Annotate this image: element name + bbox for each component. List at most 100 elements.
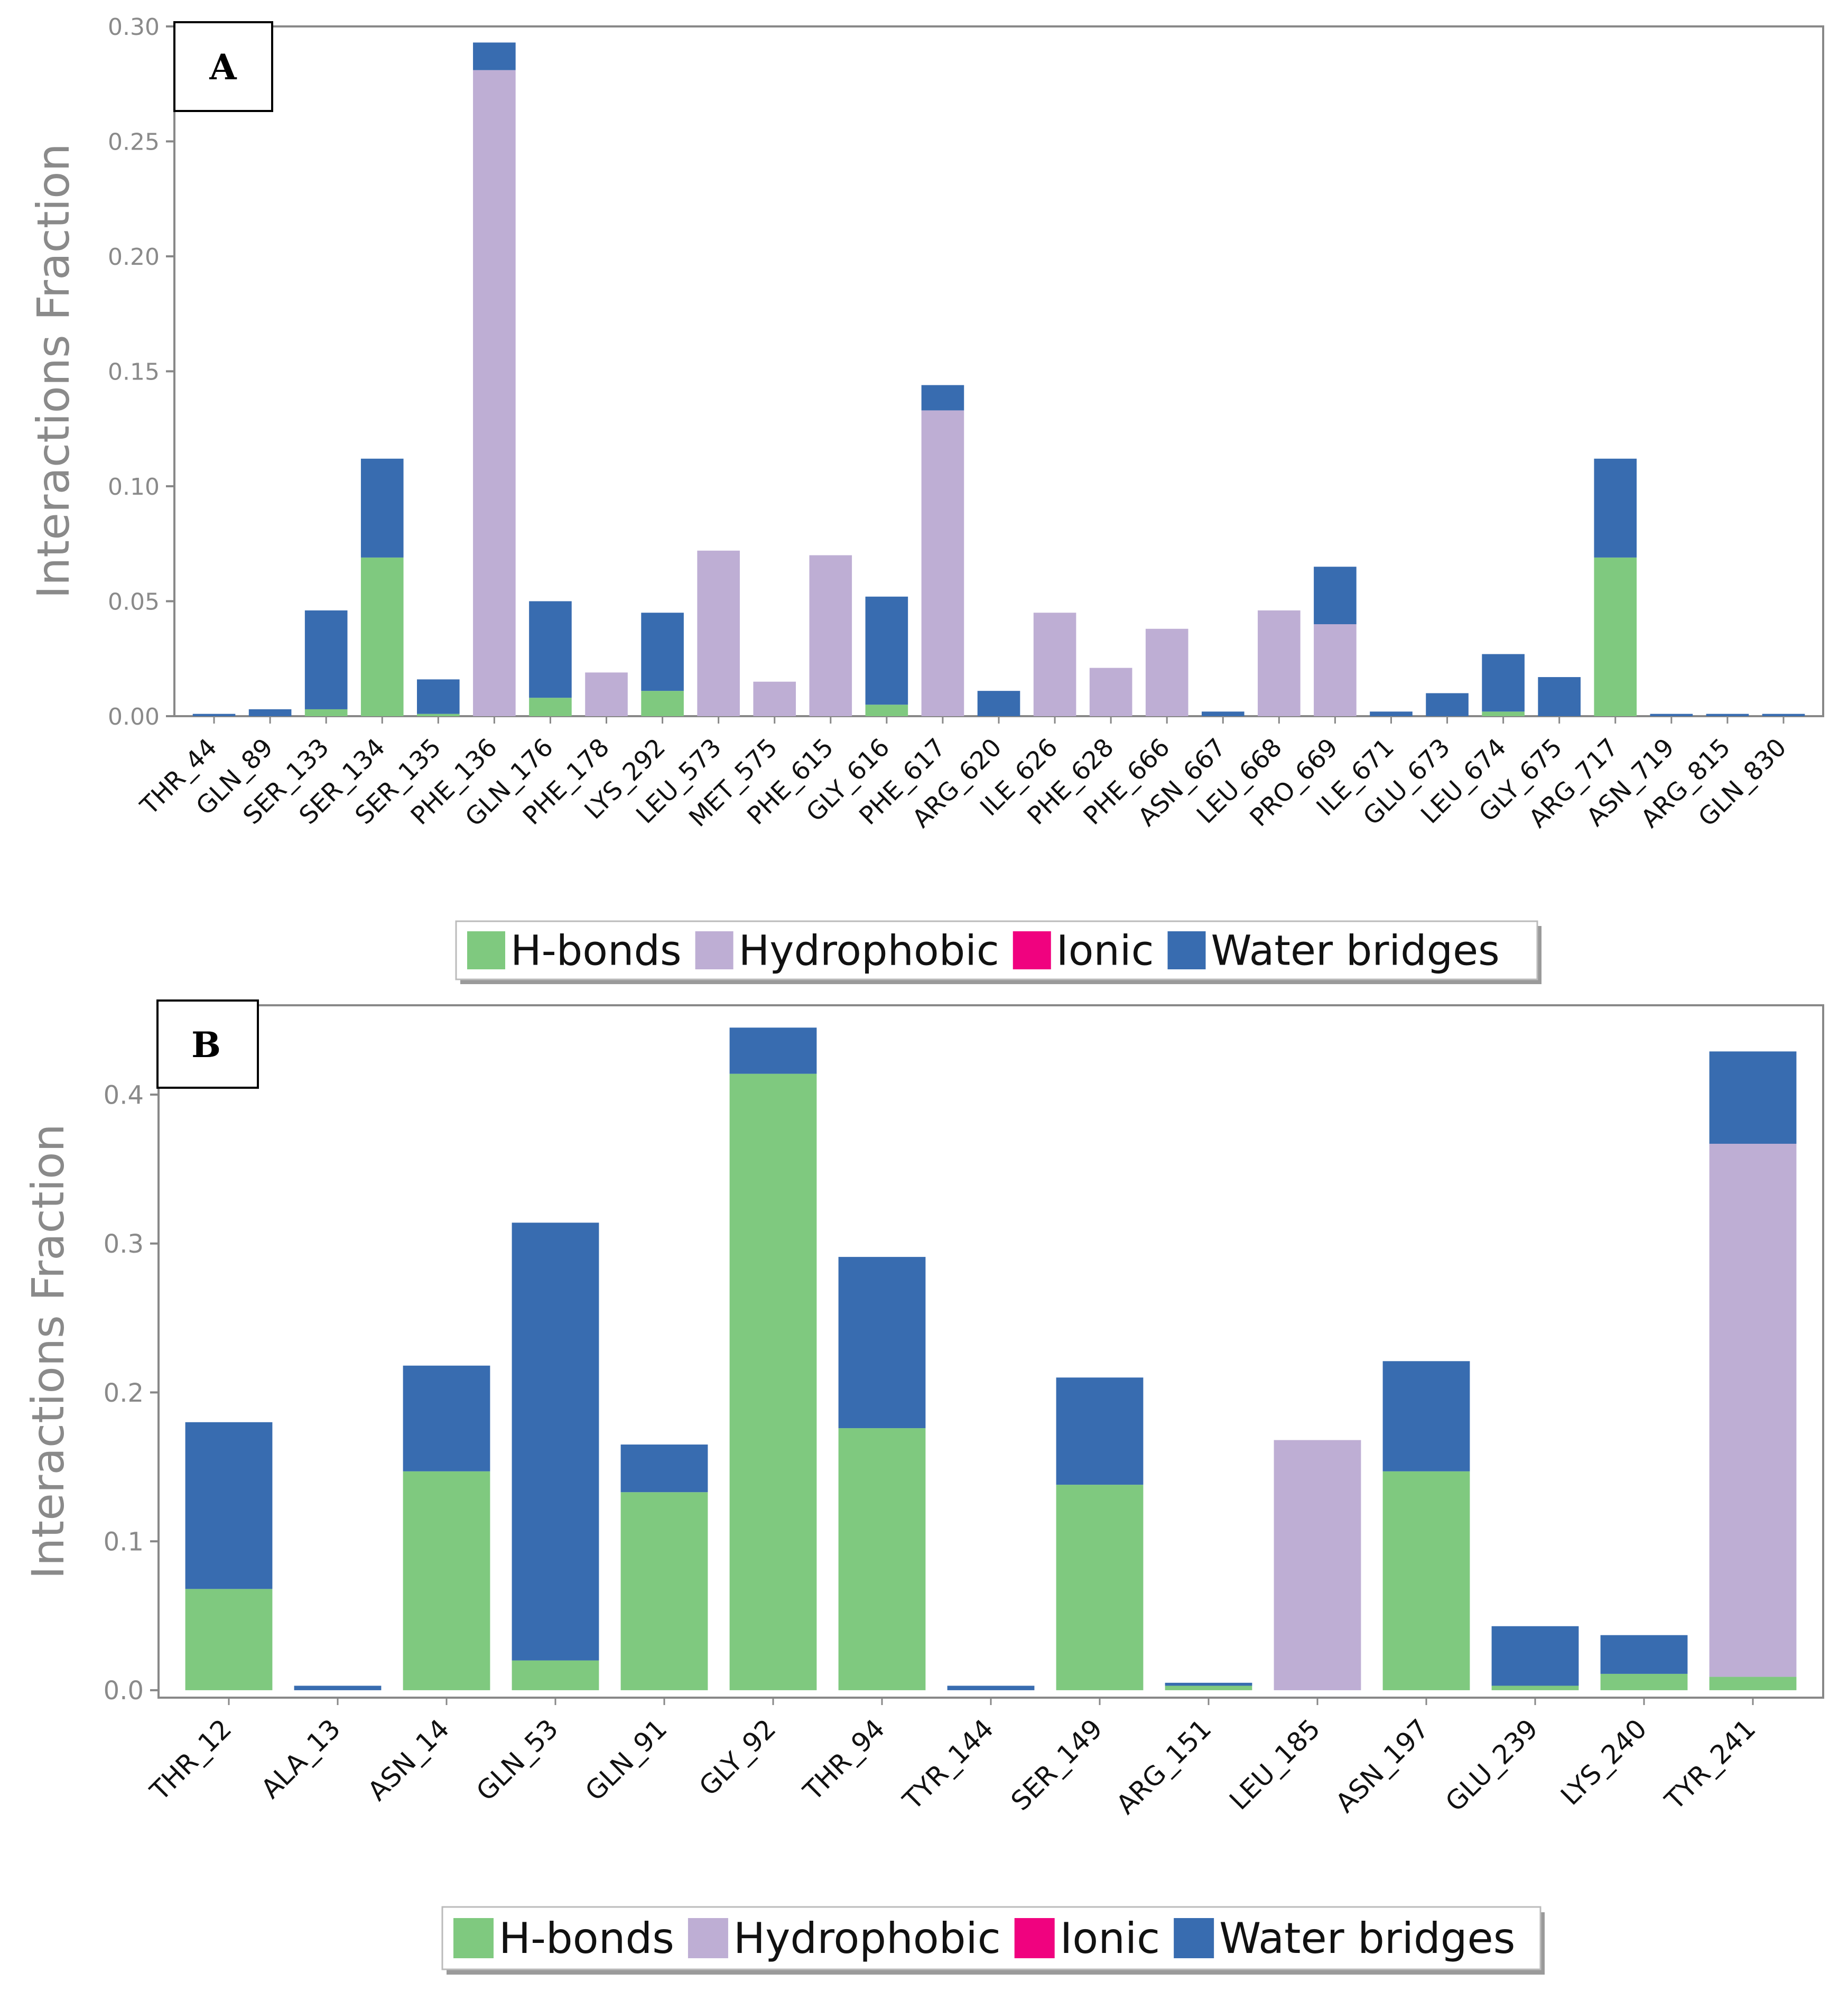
panel-a-x-axis: THR_44GLN_89SER_133SER_134SER_135PHE_136… [135,716,1792,834]
bar-tyr-241-water-bridges [1709,1051,1797,1144]
panel-a-plot-frame [173,25,1824,717]
legend-swatch-hydrophobic [695,931,733,969]
legend-label-hydrophobic: Hydrophobic [739,927,999,975]
bar-tyr-241-h-bonds [1709,1677,1797,1690]
legend-label-h-bonds: H-bonds [499,1914,674,1963]
legend-swatch-water-bridges [1174,1918,1214,1958]
bar-ser-134-h-bonds [360,557,404,716]
bar-phe-178-hydrophobic [585,672,628,716]
x-tick-label-ser-149: SER_149 [1005,1713,1109,1817]
panel-b-y-axis: 0.0 0.1 0.2 0.3 0.4 [104,1080,159,1706]
bar-thr-94-water-bridges [838,1257,926,1429]
bar-leu-668-hydrophobic [1258,610,1301,716]
bar-gln-830-water-bridges [1762,714,1805,716]
legend-label-water-bridges: Water bridges [1219,1914,1515,1963]
bar-gln-91-h-bonds [620,1492,708,1690]
bar-gly-92-water-bridges [729,1027,817,1074]
legend-swatch-ionic [1013,931,1051,969]
bar-leu-185-hydrophobic [1274,1440,1361,1690]
bar-phe-617-hydrophobic [921,410,964,716]
bar-glu-239-water-bridges [1491,1626,1579,1686]
x-tick-label-asn-197: ASN_197 [1330,1713,1435,1818]
bar-arg-151-water-bridges [1165,1682,1252,1686]
bar-phe-617-water-bridges [921,385,964,411]
legend-box [455,920,1538,980]
bar-arg-620-water-bridges [977,691,1020,716]
bar-gln-176-water-bridges [529,601,572,698]
y-tick-label: 0.20 [108,244,160,271]
bar-ser-149-water-bridges [1056,1377,1144,1485]
y-tick-label: 0.15 [108,358,160,385]
legend-label-water-bridges: Water bridges [1211,927,1499,975]
x-tick-label-arg-151: ARG_151 [1110,1713,1217,1820]
bar-phe-666-hydrophobic [1145,628,1188,716]
bar-gln-89-water-bridges [248,709,292,716]
bar-asn-667-water-bridges [1201,711,1245,716]
x-tick-label-tyr-144: TYR_144 [897,1713,1000,1816]
bar-gly-616-water-bridges [865,596,908,705]
y-tick-label: 0.00 [108,703,160,730]
bar-gln-53-water-bridges [512,1223,599,1661]
bar-leu-573-hydrophobic [697,550,740,716]
x-tick-label-gln-53: GLN_53 [470,1713,564,1807]
y-tick-label: 0.1 [104,1527,144,1557]
bar-thr-12-water-bridges [185,1422,273,1589]
bar-pro-669-water-bridges [1314,567,1357,624]
x-tick-label-tyr-241: TYR_241 [1659,1713,1762,1816]
bar-glu-239-h-bonds [1491,1686,1579,1690]
bar-leu-674-water-bridges [1482,654,1525,712]
y-tick-label: 0.05 [108,588,160,615]
bar-gly-92-h-bonds [729,1073,817,1690]
bar-lys-240-h-bonds [1600,1673,1688,1690]
bar-asn-14-water-bridges [403,1365,490,1471]
y-tick-label: 0.4 [104,1080,144,1110]
bar-thr-44-water-bridges [192,714,236,716]
legend-label-hydrophobic: Hydrophobic [733,1914,1001,1963]
legend-swatch-h-bonds [467,931,505,969]
bar-thr-12-h-bonds [185,1589,273,1690]
panel-a-y-axis-title: Interactions Fraction [27,143,79,599]
x-tick-label-glu-239: GLU_239 [1440,1713,1544,1817]
bar-lys-292-water-bridges [641,613,684,691]
bar-lys-240-water-bridges [1600,1635,1688,1674]
panel-b-letter-box [156,999,259,1089]
x-tick-label-asn-14: ASN_14 [362,1713,456,1807]
bar-leu-674-h-bonds [1482,711,1525,716]
bar-pro-669-hydrophobic [1314,624,1357,716]
legend-swatch-ionic [1014,1918,1055,1958]
bar-asn-14-h-bonds [403,1471,490,1690]
x-tick-label-thr-12: THR_12 [144,1713,237,1807]
bar-phe-615-hydrophobic [809,555,852,716]
panel-b-legend: H-bonds Hydrophobic Ionic Water bridges [441,1906,1545,1975]
x-tick-label-thr-94: THR_94 [797,1713,890,1807]
legend-label-ionic: Ionic [1060,1914,1160,1963]
bar-phe-136-water-bridges [473,42,516,70]
bar-ser-134-water-bridges [360,458,404,558]
bar-gly-616-h-bonds [865,705,908,716]
bar-ser-135-water-bridges [417,679,460,714]
panel-b-chart: 0.0 0.1 0.2 0.3 0.4 THR_12 ALA_13 ASN_14 GLN_53… [22,999,1824,1820]
bar-arg-717-h-bonds [1594,557,1637,716]
bar-ile-626-hydrophobic [1033,613,1076,716]
bar-ser-149-h-bonds [1056,1485,1144,1690]
bar-lys-292-h-bonds [641,691,684,716]
y-tick-label: 0.3 [104,1229,144,1259]
legend-label-h-bonds: H-bonds [510,927,682,975]
y-tick-label: 0.25 [108,128,160,155]
legend-swatch-hydrophobic [688,1918,728,1958]
bar-tyr-241-hydrophobic [1709,1144,1797,1677]
bar-ala-13-water-bridges [294,1686,382,1690]
bar-arg-151-h-bonds [1165,1686,1252,1690]
bar-arg-815-water-bridges [1706,714,1749,716]
bar-gly-675-water-bridges [1538,677,1581,716]
x-tick-label-gly-92: GLY_92 [693,1713,782,1802]
y-tick-label: 0.10 [108,474,160,501]
panel-a-chart: 0.00 0.05 0.10 0.15 0.20 0.25 0.30 THR_44GLN_8… [27,14,1824,834]
panel-b-bars [185,1027,1797,1690]
bar-ile-671-water-bridges [1370,711,1413,716]
panel-a-letter-box [173,21,273,112]
legend-label-ionic: Ionic [1056,927,1154,975]
panel-b-letter: B [191,1024,221,1066]
panel-b-x-axis: THR_12 ALA_13 ASN_14 GLN_53 GLN_91 GLY_92 THR_… [144,1698,1761,1820]
